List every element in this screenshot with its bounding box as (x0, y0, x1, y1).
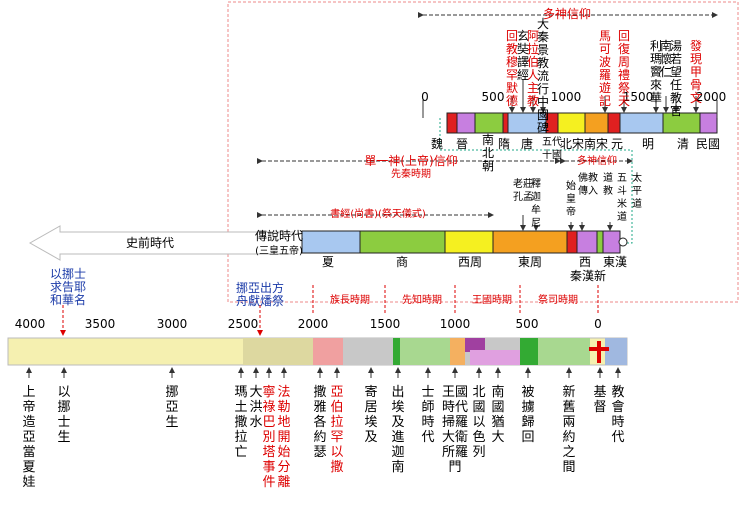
label: 0 (421, 90, 429, 104)
label: 撒雅各約瑟 (313, 385, 327, 460)
label: 多神信仰 (542, 7, 592, 21)
label: 被擄歸回 (521, 385, 535, 445)
label: 晉 (455, 137, 469, 151)
label: 東漢 (602, 255, 628, 269)
label: 大秦景教流行中國碑 (536, 17, 549, 135)
label: 3000 (156, 317, 188, 331)
label: 教會時代 (611, 385, 625, 445)
label: 多神信仰 (577, 156, 617, 167)
label: 西 (578, 255, 592, 269)
label: 道教 (603, 173, 613, 197)
label: 太平道 (632, 173, 642, 210)
label: 發現甲骨文 (689, 39, 702, 105)
label: 唐 (520, 137, 534, 151)
label: 南宋 (583, 137, 609, 151)
label: 阿拉伯人主教 (526, 29, 539, 108)
label: 北國以色列 (472, 385, 486, 460)
label: 傳說時代 (254, 229, 304, 243)
label: 北宋 (559, 137, 585, 151)
label: 秦漢 (569, 269, 595, 283)
label: 4000 (14, 317, 46, 331)
label: 以挪士求告耶和華名 (49, 267, 86, 307)
label: 1500 (369, 317, 401, 331)
label: 以挪士生 (57, 385, 71, 445)
label: 亞伯拉罕以撒 (330, 385, 344, 475)
label: 基督 (593, 385, 607, 415)
label: 佛教傳入 (578, 173, 598, 197)
label: 南北朝 (481, 133, 494, 173)
label: 史前時代 (125, 236, 175, 250)
label: 馬可波羅遊記 (598, 29, 611, 108)
label: 士師時代 (421, 385, 435, 445)
label: 清 (676, 137, 690, 151)
label: 2000 (297, 317, 329, 331)
label: 始皇帝 (566, 181, 576, 218)
label: 寧祿巴別塔事件 (262, 385, 276, 490)
label: 明 (641, 137, 655, 151)
label: 500 (515, 317, 539, 331)
label: 湯若望任教官 (669, 39, 682, 118)
label: 隋 (497, 137, 511, 151)
label: 釋迦牟尼 (531, 179, 541, 229)
label: 2500 (227, 317, 259, 331)
label: 東周 (517, 255, 543, 269)
label: 民國 (695, 137, 721, 151)
label: 挪亞生 (165, 385, 179, 430)
label: 1500 (622, 90, 654, 104)
label: 上帝造亞當夏娃 (22, 385, 36, 490)
label: 1000 (550, 90, 582, 104)
label: 王國時代掃羅大衛所羅門 (442, 385, 469, 475)
label: 新舊兩約之間 (562, 385, 576, 475)
label: 五斗米道 (617, 173, 627, 223)
label: 法勒地開始分離 (277, 385, 291, 490)
label: 大洪水 (249, 385, 263, 430)
label: 王國時期 (472, 295, 512, 306)
label: 新 (593, 269, 607, 283)
label: 五代十國 (542, 137, 562, 161)
label: 寄居埃及 (364, 385, 378, 445)
label: 先秦時期 (391, 169, 431, 180)
label: 書經(尚書)(祭天儀式) (330, 209, 426, 220)
label: 玄奘譯經 (516, 29, 529, 82)
label: 先知時期 (402, 295, 442, 306)
label: 出埃及進迦南 (391, 385, 405, 475)
label: 回教穆罕默德 (505, 29, 518, 108)
label: 商 (395, 255, 409, 269)
label: 3500 (84, 317, 116, 331)
label: 2000 (695, 90, 727, 104)
label: 回復周禮祭天 (617, 29, 630, 108)
label: 魏 (430, 137, 444, 151)
label: 0 (594, 317, 602, 331)
label: 南國猶大 (491, 385, 505, 445)
label: 南懷仁 (659, 39, 672, 79)
label: 祭司時期 (538, 295, 578, 306)
label: 500 (481, 90, 505, 104)
label: 族長時期 (330, 295, 370, 306)
label: 1000 (439, 317, 471, 331)
label: 利瑪竇來華 (649, 39, 662, 105)
label: 老莊孔孟 (513, 179, 533, 203)
label: (三皇五帝) (255, 246, 303, 257)
label: 西周 (457, 255, 483, 269)
label: 單一神(上帝)信仰 (364, 154, 458, 168)
label: 元 (610, 137, 624, 151)
label: 夏 (321, 255, 335, 269)
label: 挪亞出方舟獻燔祭 (235, 281, 284, 308)
label: 瑪土撒拉亡 (234, 385, 248, 460)
